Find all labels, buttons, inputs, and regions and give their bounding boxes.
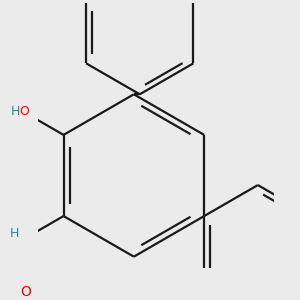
Text: H: H (10, 105, 20, 118)
Text: O: O (20, 285, 31, 299)
Text: O: O (20, 105, 30, 118)
Text: H: H (10, 227, 19, 240)
